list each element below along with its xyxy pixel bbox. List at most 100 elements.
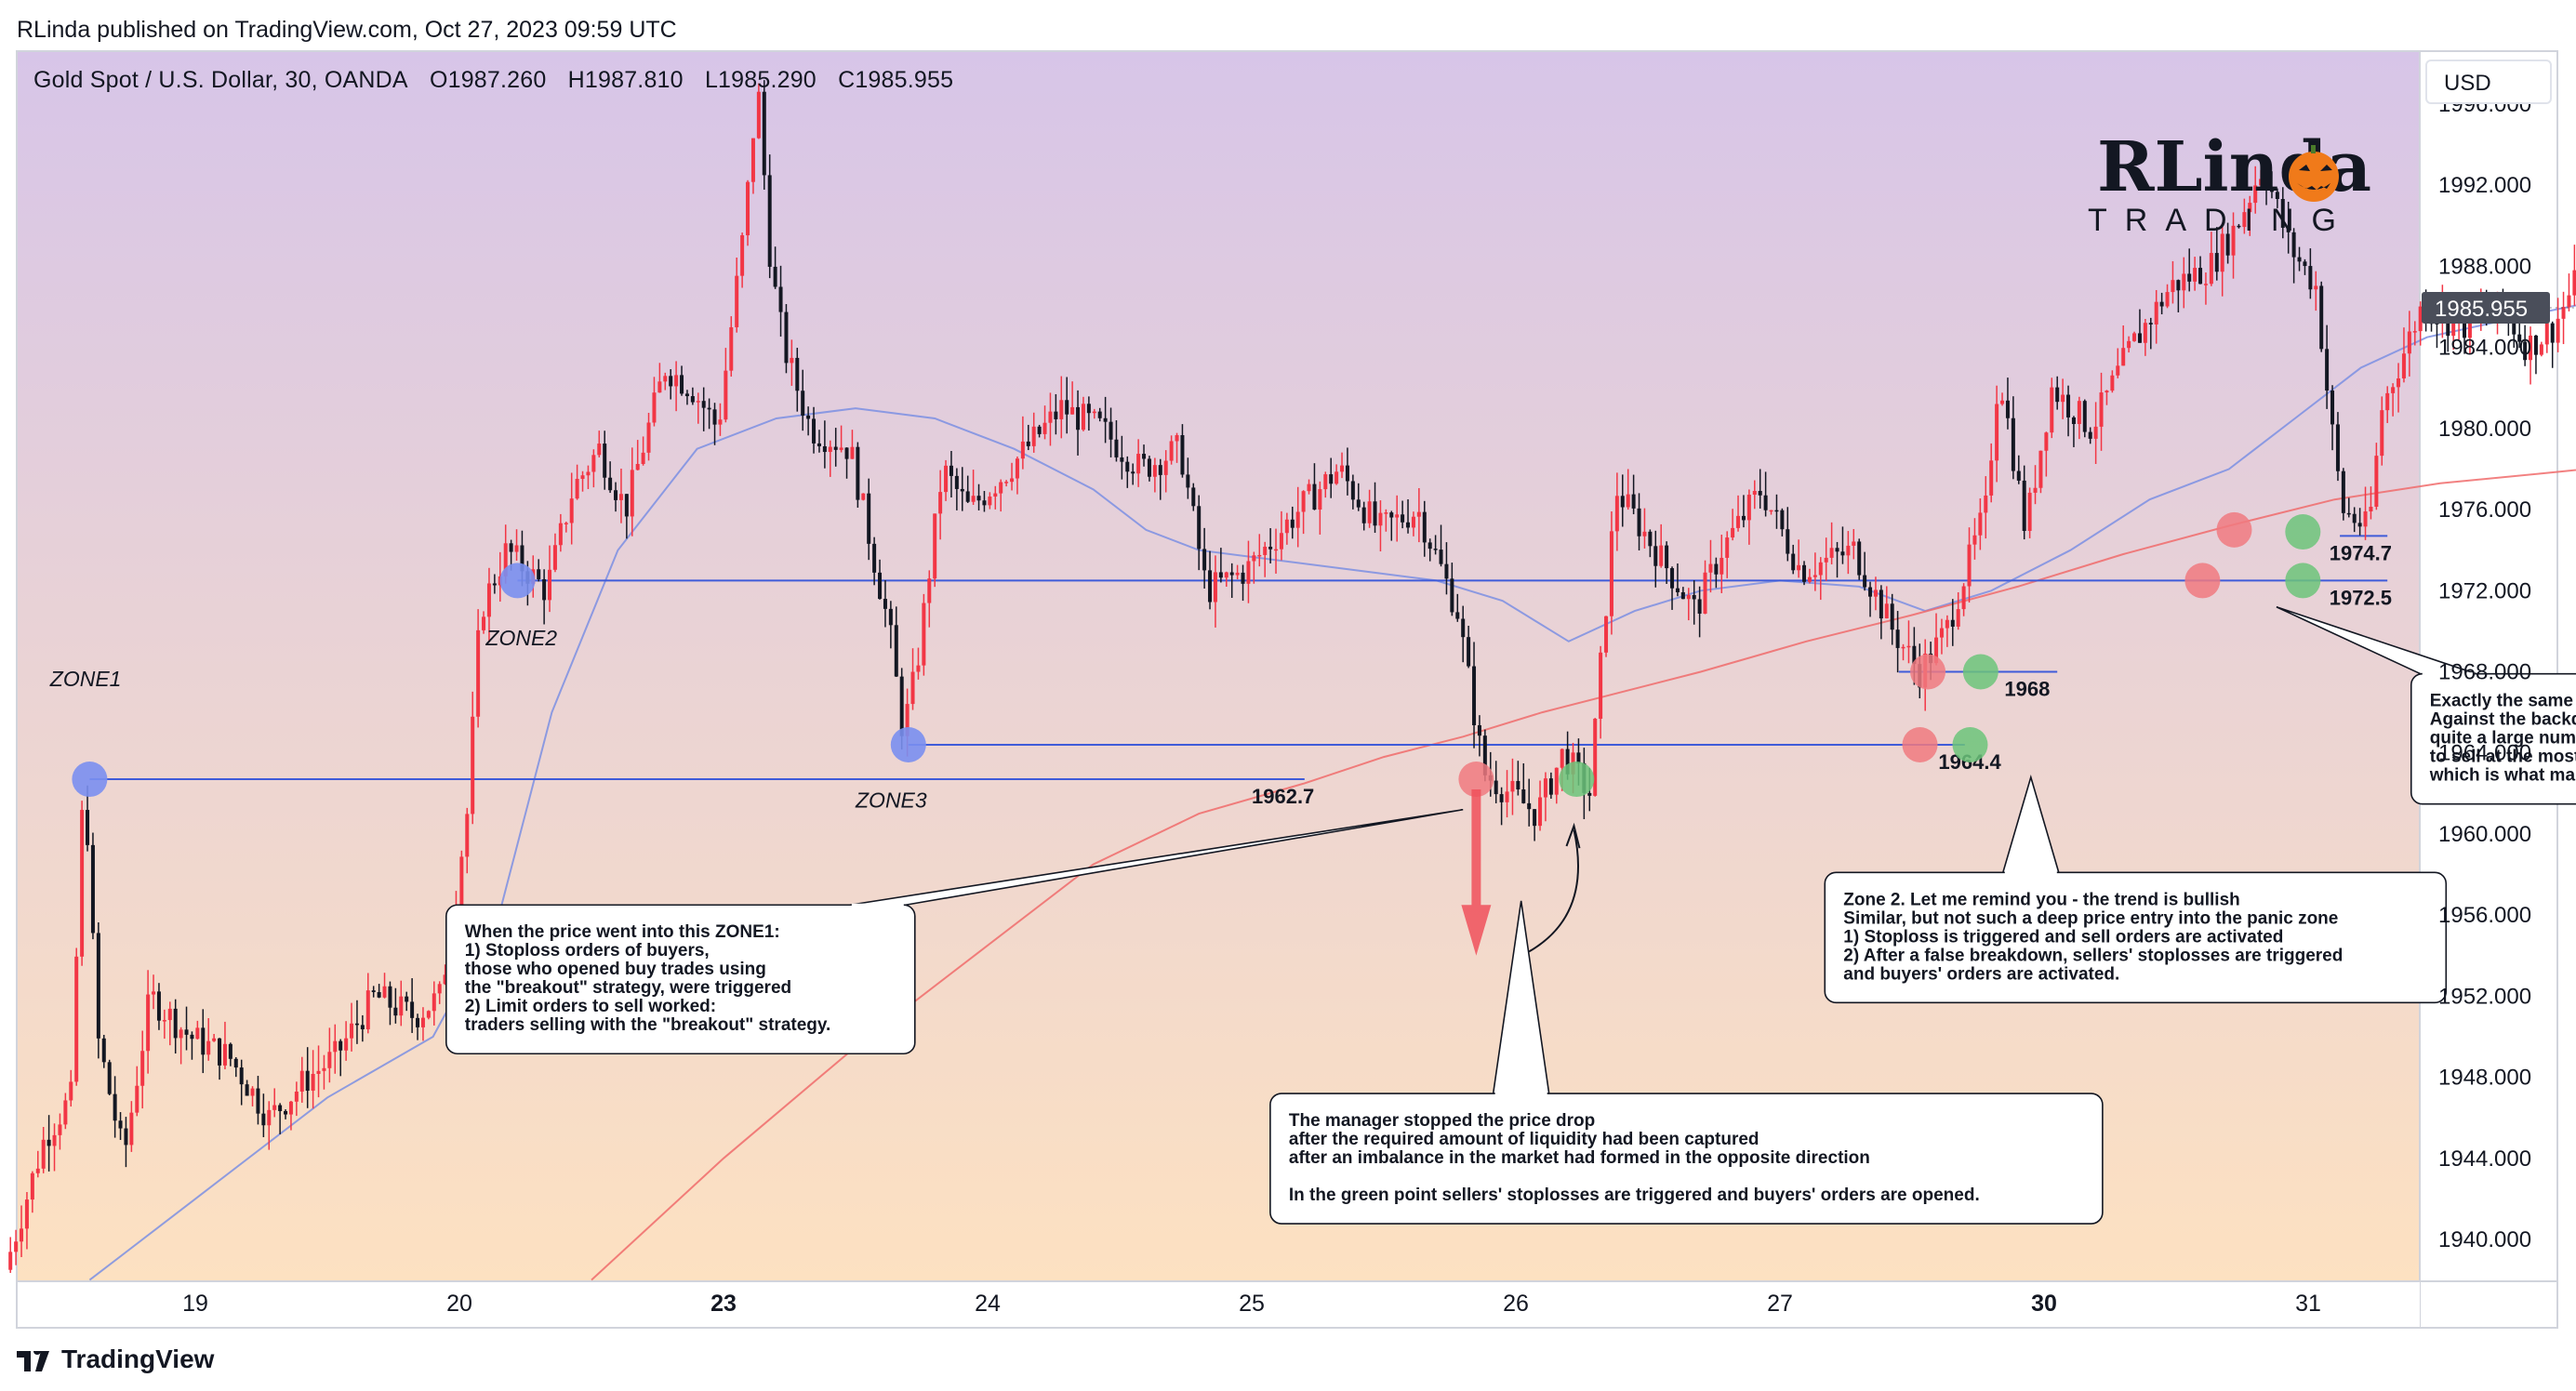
callout-note: Zone 2. Let me remind you - the trend is… [1824,775,2448,1004]
candle-body [2093,426,2098,439]
candle-body [2011,417,2015,471]
candle-body [2088,431,2092,439]
zone-label: ZONE2 [485,626,557,650]
candle-body [954,475,959,489]
candle-body [867,493,871,544]
candle-body [618,494,623,500]
candle-body [2033,487,2038,493]
candle-body [2297,257,2302,262]
candle-body [740,235,745,276]
candle-body [1692,594,1696,600]
candle-body [801,391,805,416]
candle-body [1752,490,1757,496]
candle-body [2269,187,2274,192]
candle-body [899,676,904,736]
candle-body [1120,457,1124,462]
candle-body [1659,545,1664,566]
candle-body [520,545,524,572]
candle-body [420,1017,425,1027]
candle-body [2231,225,2236,256]
candle-body [41,1139,46,1169]
candle-body [2061,394,2065,403]
candle-body [74,956,79,1082]
candle-body [817,443,821,446]
candle-body [778,286,783,312]
candle-body [311,1073,315,1092]
callout-text-line: Exactly the same situation [2430,692,2576,711]
price-axis-tick-label: 1960.000 [2438,822,2531,847]
candle-body [1427,542,1432,550]
slow-moving-average-line [591,469,2576,1281]
candle-body [2517,334,2522,342]
candle-body [1076,406,1081,431]
currency-button[interactable]: USD [2425,60,2552,104]
candle-body [46,1139,51,1146]
candle-body [350,1023,354,1039]
candle-body [1004,482,1009,484]
candle-body [1444,563,1449,579]
candle-body [684,393,689,397]
candle-body [1901,646,1905,649]
candle-body [1934,637,1939,664]
candle-body [2000,400,2005,404]
candle-body [1989,460,1994,496]
candle-body [1533,809,1537,827]
symbol-legend[interactable]: Gold Spot / U.S. Dollar, 30, OANDA O1987… [33,67,968,94]
candle-body [878,572,883,600]
candle-body [465,814,470,857]
footer-brand[interactable]: TradingView [17,1345,214,1374]
candle-body [2005,400,2010,418]
candle-body [1433,549,1438,550]
candle-body [52,1134,57,1146]
candle-body [1020,441,1025,459]
price-axis-tick-label: 1976.000 [2438,497,2531,523]
ohlc-open: O1987.260 [429,67,547,93]
candle-body [1389,512,1394,518]
candle-body [2401,353,2406,378]
candle-body [1086,404,1091,414]
candle-body [486,583,491,617]
time-axis-tick-label: 19 [182,1291,208,1317]
candle-body [113,1093,117,1121]
candle-body [1246,561,1251,584]
time-axis-tick-label: 31 [2295,1291,2321,1317]
candle-body [1241,572,1245,584]
candle-body [1714,563,1719,575]
candle-body [2016,470,2021,481]
callout-box [445,904,916,1055]
candle-body [2137,333,2142,343]
candle-body [635,463,640,470]
candle-body [2182,273,2186,291]
time-axis-background [17,1281,2420,1328]
callout-text-line: after the required amount of liquidity h… [1289,1130,1759,1149]
candle-body [1373,501,1377,526]
candle-body [976,496,981,501]
candle-body [1499,794,1504,802]
candle-body [1912,645,1917,665]
candle-body [1263,546,1268,555]
candle-body [1295,511,1300,528]
candle-body [542,578,547,601]
price-axis-tick-label: 1988.000 [2438,254,2531,279]
candle-body [322,1067,326,1071]
candle-body [1863,575,1867,588]
candle-body [701,401,706,408]
candle-body [167,1008,172,1021]
candle-body [1450,578,1454,613]
symbol-name: Gold Spot / U.S. Dollar, 30, OANDA [33,67,408,93]
candle-body [503,543,508,576]
price-axis-tick-label: 1972.000 [2438,578,2531,603]
candle-body [2121,348,2126,366]
candle-body [2225,233,2230,256]
callout-text-line: quite a large number of people are looki… [2430,729,2576,748]
green-signal-dot [2285,563,2321,599]
candle-body [2105,391,2109,393]
candle-body [1042,422,1047,434]
candle-body [2550,323,2555,343]
candle-body [1416,511,1421,517]
candle-body [603,444,607,478]
time-axis-tick-label: 20 [446,1291,472,1317]
candle-body [1950,619,1955,627]
time-axis-tick-label: 23 [710,1291,737,1317]
